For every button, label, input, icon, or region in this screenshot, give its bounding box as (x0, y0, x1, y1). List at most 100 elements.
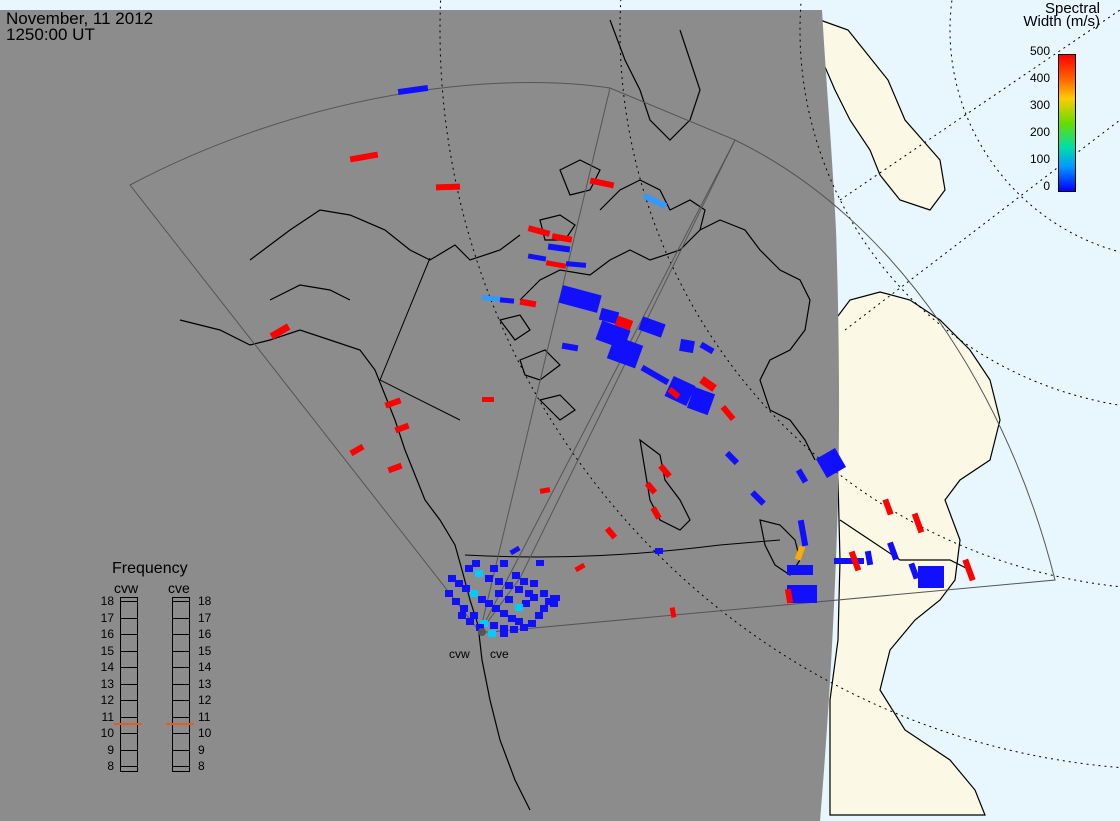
echo-cell (655, 548, 663, 554)
frequency-label: 13 (198, 676, 212, 691)
frequency-marker (114, 723, 142, 726)
frequency-tick (172, 617, 190, 619)
echo-cell (445, 590, 453, 597)
frequency-label: 10 (100, 726, 114, 740)
echo-cell (724, 450, 740, 466)
echo-cell (848, 550, 862, 572)
echo-cell (384, 397, 402, 409)
echo-cell (547, 243, 571, 253)
echo-cell (784, 588, 794, 604)
echo-cell (528, 620, 536, 627)
frequency-tick (172, 749, 190, 751)
echo-cell (522, 600, 530, 607)
frequency-tick (172, 716, 190, 718)
echo-cell (750, 490, 766, 506)
echo-cell (797, 519, 809, 547)
frequency-marker (166, 723, 194, 726)
echo-cell (614, 315, 634, 331)
echo-cell (551, 233, 573, 243)
echo-cell (460, 605, 468, 612)
colorbar (1058, 54, 1076, 192)
echo-cell (679, 338, 695, 354)
frequency-tick (172, 733, 190, 734)
echo-cell (394, 422, 410, 434)
frequency-tick (172, 634, 190, 635)
frequency-tick (120, 766, 138, 767)
coastlines (179, 19, 971, 811)
frequency-label: 15 (100, 643, 114, 658)
echo-cell (911, 512, 925, 534)
frequency-label: 17 (100, 610, 114, 625)
colorbar-title-1: Spectral (1044, 0, 1100, 17)
echo-cell (472, 560, 480, 567)
echo-cell (644, 481, 658, 495)
echo-cell (720, 404, 736, 422)
frequency-label: 9 (107, 742, 114, 757)
echo-cell (509, 545, 521, 556)
frequency-label: 18 (198, 594, 212, 608)
radar-echoes (269, 84, 976, 637)
frequency-tick (120, 749, 138, 751)
echo-cell (485, 600, 493, 607)
echo-cell (505, 596, 513, 603)
echo-cell (495, 578, 503, 585)
frequency-tick (172, 700, 190, 701)
frequency-tick (120, 716, 138, 718)
frequency-label: 12 (198, 693, 212, 707)
colorbar-tick: 500 (1029, 44, 1050, 58)
echo-cell (525, 590, 533, 597)
frequency-label: 12 (100, 693, 114, 707)
echo-cell (545, 260, 567, 269)
echo-cell (540, 605, 548, 612)
echo-cell (470, 612, 478, 619)
echo-cell (500, 560, 508, 567)
echo-cell (864, 550, 874, 566)
frequency-label: 16 (100, 627, 114, 641)
echo-cell (455, 580, 463, 587)
echo-cell (269, 323, 291, 340)
echo-cell (481, 295, 503, 302)
frequency-tick (172, 683, 190, 685)
echo-cell (397, 84, 429, 96)
echo-cell (515, 618, 523, 625)
echo-cell (795, 468, 809, 484)
echo-cell (606, 335, 644, 369)
date-label: November, 11 2012 (6, 9, 154, 28)
boundaries (379, 257, 781, 558)
echo-cell (349, 443, 365, 457)
echo-cell (667, 386, 681, 400)
echo-cell (530, 580, 538, 587)
echo-cell (520, 624, 528, 631)
time-label: 1250:00 UT (6, 25, 95, 44)
echo-cell (669, 607, 677, 618)
echo-cell (485, 575, 493, 582)
echo-cell (448, 575, 456, 582)
frequency-tick (120, 601, 138, 602)
echo-cell (882, 498, 894, 516)
echo-cell (887, 541, 899, 561)
frequency-tick (120, 733, 138, 734)
echo-cell (550, 595, 560, 601)
site-label-cvw: cvw (449, 647, 470, 661)
frequency-label: 8 (198, 759, 205, 773)
frequency-label: 8 (107, 759, 114, 773)
echo-cell (466, 618, 474, 625)
dayside-land (819, 19, 1001, 816)
echo-cell (658, 463, 672, 479)
colorbar-tick: 200 (1029, 125, 1050, 139)
echo-cell (500, 610, 508, 617)
echo-cell (505, 582, 513, 589)
frequency-tick (172, 667, 190, 668)
echo-cell (650, 506, 662, 520)
echo-cell (558, 285, 602, 313)
frequency-tick (120, 650, 138, 652)
echo-cell (918, 566, 944, 588)
cvw-site-marker (478, 628, 486, 636)
echo-cell (815, 447, 847, 479)
frequency-label: 16 (198, 627, 212, 641)
echo-cell (536, 560, 544, 566)
echo-cell (480, 620, 488, 627)
echo-cell (500, 630, 508, 637)
echo-cell (561, 342, 579, 352)
